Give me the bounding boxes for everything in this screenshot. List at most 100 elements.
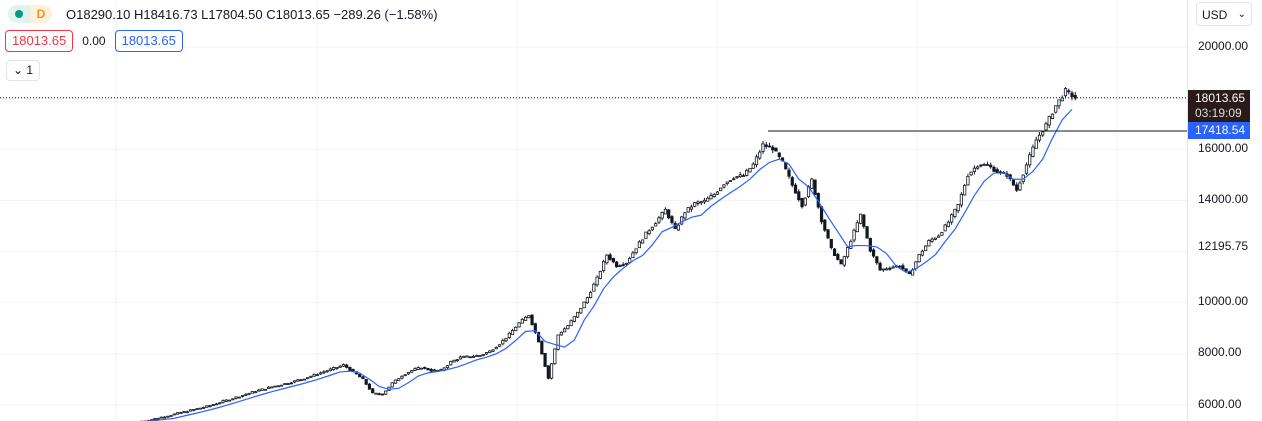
candle: [159, 416, 163, 419]
candle: [634, 248, 638, 254]
candle: [797, 191, 801, 201]
candle: [810, 178, 814, 189]
candle: [390, 382, 394, 388]
candle: [605, 254, 609, 264]
candle: [956, 204, 960, 212]
buy-price-button[interactable]: 18013.65: [114, 30, 183, 52]
candle: [745, 169, 749, 177]
candle: [764, 144, 768, 147]
candle: [182, 411, 186, 414]
candle: [491, 349, 495, 352]
candle: [221, 400, 225, 403]
sell-price-button[interactable]: 18013.65: [5, 30, 74, 52]
candle: [829, 238, 833, 248]
candle: [523, 316, 528, 321]
candle: [426, 368, 430, 371]
candle: [192, 409, 196, 411]
candle: [462, 355, 466, 358]
candle: [722, 184, 726, 188]
candle: [484, 352, 489, 355]
candle: [224, 399, 228, 402]
candle: [868, 237, 872, 252]
spread-value: 0.00: [82, 34, 106, 48]
candle: [618, 265, 622, 268]
candle: [543, 353, 547, 367]
candle: [406, 372, 411, 375]
candle: [458, 356, 463, 360]
candle: [972, 167, 977, 172]
candle: [598, 270, 602, 279]
candle: [1054, 105, 1058, 113]
candle: [862, 214, 866, 227]
candle: [423, 366, 427, 369]
candle: [201, 407, 206, 409]
candle: [367, 383, 372, 390]
currency-select[interactable]: USD ⌄: [1196, 2, 1252, 26]
candle: [836, 253, 840, 260]
candle: [592, 283, 596, 292]
candle: [777, 152, 781, 158]
candle: [231, 398, 235, 401]
candle: [328, 368, 333, 372]
candle: [719, 187, 723, 192]
candle: [237, 396, 241, 399]
candle: [693, 202, 697, 207]
candle: [371, 388, 375, 394]
candle: [247, 392, 251, 395]
candle: [875, 256, 879, 264]
candle: [930, 238, 934, 242]
price-tick-label: 14000.00: [1198, 192, 1249, 206]
candle: [813, 179, 817, 196]
market-status-pill[interactable]: D: [8, 5, 52, 23]
candle: [774, 147, 778, 152]
candle: [293, 380, 297, 383]
candle: [842, 256, 846, 266]
price-axis[interactable]: [1187, 0, 1262, 421]
candle: [871, 249, 876, 257]
candle: [452, 359, 456, 363]
candle: [345, 364, 349, 368]
candle: [898, 265, 902, 268]
candle: [839, 259, 843, 265]
candle: [1050, 113, 1055, 119]
candle: [211, 404, 215, 406]
candle: [309, 375, 313, 378]
candle: [527, 315, 531, 319]
horizontal-line-label: 17418.54: [1188, 122, 1250, 139]
candle: [904, 268, 908, 272]
candle: [218, 402, 222, 405]
candle: [556, 334, 560, 350]
candle: [432, 369, 437, 372]
candle: [1070, 92, 1074, 97]
candle: [937, 235, 941, 238]
candle: [540, 340, 544, 355]
candle: [920, 250, 924, 256]
candle: [793, 184, 798, 194]
candle: [185, 411, 189, 414]
candle: [881, 268, 885, 271]
candle: [738, 174, 742, 178]
candle: [445, 365, 450, 369]
indicators-toggle[interactable]: ⌄ 1: [6, 60, 41, 81]
candle: [654, 223, 658, 227]
candle: [195, 408, 199, 410]
candle: [325, 370, 329, 373]
candle: [289, 382, 293, 385]
candle: [761, 143, 765, 152]
candle: [595, 276, 599, 286]
candle: [715, 191, 720, 195]
candle: [754, 156, 759, 166]
candle: [397, 378, 401, 382]
candle: [624, 262, 628, 265]
price-tick-label: 20000.00: [1198, 39, 1249, 53]
candle: [153, 418, 157, 420]
candle: [253, 391, 258, 394]
candle: [712, 193, 716, 197]
candle: [637, 241, 642, 249]
candle: [478, 355, 482, 357]
price-chart[interactable]: [0, 0, 1187, 421]
candle: [1044, 123, 1048, 131]
candle: [683, 212, 687, 219]
candle: [608, 254, 612, 260]
candle: [725, 181, 729, 184]
